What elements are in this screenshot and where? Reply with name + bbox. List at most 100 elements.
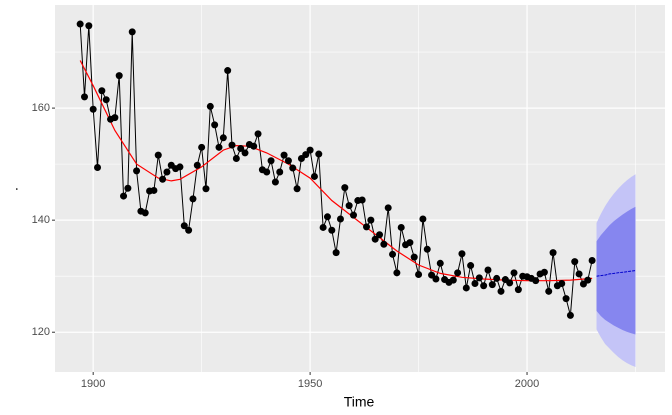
data-point xyxy=(549,249,557,257)
data-point xyxy=(111,114,119,122)
data-point xyxy=(89,105,97,113)
data-point xyxy=(497,287,505,295)
data-point xyxy=(254,130,262,138)
y-tick-label: 140 xyxy=(32,214,50,226)
data-point xyxy=(588,256,596,264)
data-point xyxy=(293,185,301,193)
data-point xyxy=(506,279,514,287)
data-point xyxy=(454,269,462,277)
data-point xyxy=(150,186,158,194)
data-point xyxy=(180,222,188,230)
data-point xyxy=(480,282,488,290)
data-point xyxy=(276,168,284,176)
data-point xyxy=(315,150,323,158)
data-point xyxy=(410,253,418,261)
data-point xyxy=(232,155,240,163)
data-point xyxy=(198,143,206,151)
data-point xyxy=(493,274,501,282)
data-point xyxy=(449,276,457,284)
data-point xyxy=(267,157,275,165)
data-point xyxy=(423,245,431,253)
data-point xyxy=(141,209,149,217)
data-point xyxy=(206,102,214,110)
data-point xyxy=(193,161,201,169)
data-point xyxy=(367,216,375,224)
data-point xyxy=(241,149,249,157)
data-point xyxy=(202,185,210,193)
data-point xyxy=(575,270,583,278)
data-point xyxy=(280,151,288,159)
data-point xyxy=(566,311,574,319)
data-point xyxy=(85,22,93,30)
data-point xyxy=(332,249,340,257)
x-tick-label: 1950 xyxy=(298,378,322,390)
data-point xyxy=(393,269,401,277)
data-point xyxy=(415,271,423,279)
data-point xyxy=(436,259,444,267)
data-point xyxy=(336,215,344,223)
data-point xyxy=(389,250,397,258)
data-point xyxy=(81,93,89,101)
data-point xyxy=(584,276,592,284)
data-point xyxy=(263,168,271,176)
data-point xyxy=(115,72,123,80)
data-point xyxy=(306,146,314,154)
data-point xyxy=(302,151,310,159)
data-point xyxy=(380,240,388,248)
data-point xyxy=(102,96,110,104)
data-point xyxy=(211,121,219,129)
data-point xyxy=(189,195,197,203)
data-point xyxy=(562,295,570,303)
data-point xyxy=(345,202,353,210)
data-point xyxy=(406,239,414,247)
data-point xyxy=(224,67,232,75)
data-point xyxy=(475,274,483,282)
data-point xyxy=(215,143,223,151)
data-point xyxy=(471,279,479,287)
data-point xyxy=(462,284,470,292)
data-point xyxy=(319,223,327,231)
x-tick-label: 2000 xyxy=(515,378,539,390)
data-point xyxy=(237,144,245,152)
data-point xyxy=(120,192,128,200)
data-point xyxy=(310,172,318,180)
data-point xyxy=(384,204,392,212)
data-point xyxy=(510,269,518,277)
data-point xyxy=(419,215,427,223)
data-point xyxy=(458,250,466,258)
data-point xyxy=(159,175,167,183)
data-point xyxy=(540,268,548,276)
data-point xyxy=(571,258,579,266)
data-point xyxy=(185,226,193,234)
x-axis-title: Time xyxy=(344,394,375,410)
y-tick-label: 160 xyxy=(32,102,50,114)
data-point xyxy=(558,279,566,287)
data-point xyxy=(133,167,141,175)
data-point xyxy=(376,231,384,239)
data-point xyxy=(341,184,349,192)
data-point xyxy=(250,142,258,150)
data-point xyxy=(98,87,106,95)
data-point xyxy=(488,281,496,289)
data-point xyxy=(484,266,492,274)
data-point xyxy=(228,141,236,149)
data-point xyxy=(284,157,292,165)
data-point xyxy=(219,134,227,142)
data-point xyxy=(514,286,522,294)
x-tick-label: 1900 xyxy=(81,378,105,390)
data-point xyxy=(328,226,336,234)
data-point xyxy=(94,163,102,171)
data-point xyxy=(432,275,440,283)
data-point xyxy=(76,20,84,28)
data-point xyxy=(128,28,136,36)
y-tick-label: 120 xyxy=(32,326,50,338)
band-80 xyxy=(596,206,636,335)
data-point xyxy=(545,287,553,295)
data-point xyxy=(176,163,184,171)
forecast-line xyxy=(596,270,636,277)
data-point xyxy=(163,168,171,176)
data-point xyxy=(323,213,331,221)
data-point xyxy=(532,277,540,285)
data-point xyxy=(363,223,371,231)
